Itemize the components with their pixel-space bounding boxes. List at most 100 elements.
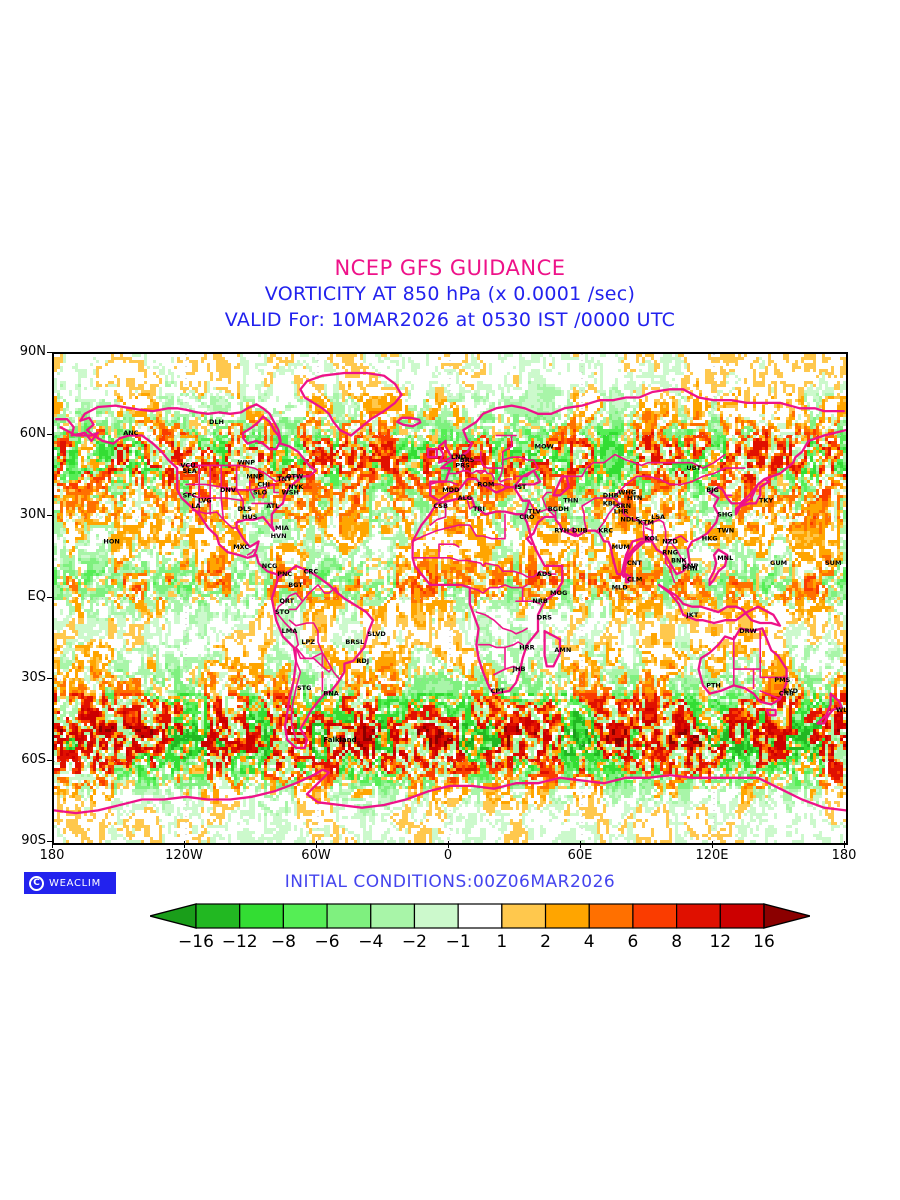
vorticity-cell: [636, 447, 639, 450]
vorticity-cell: [453, 468, 456, 471]
vorticity-cell: [123, 360, 126, 363]
vorticity-cell: [210, 399, 219, 402]
vorticity-cell: [531, 456, 537, 459]
vorticity-cell: [183, 465, 189, 468]
vorticity-cell: [825, 435, 834, 438]
vorticity-cell: [564, 414, 567, 417]
vorticity-cell: [81, 462, 84, 465]
vorticity-cell: [153, 399, 156, 402]
vorticity-cell: [603, 408, 606, 411]
vorticity-cell: [273, 468, 276, 471]
vorticity-cell: [603, 438, 609, 441]
vorticity-cell: [177, 375, 180, 378]
vorticity-cell: [450, 444, 453, 447]
vorticity-cell: [375, 447, 378, 450]
vorticity-cell: [264, 438, 267, 441]
vorticity-cell: [561, 357, 579, 360]
vorticity-cell: [312, 450, 315, 453]
vorticity-cell: [582, 468, 585, 471]
vorticity-cell: [474, 426, 477, 429]
vorticity-cell: [597, 390, 606, 393]
vorticity-cell: [360, 471, 363, 474]
vorticity-cell: [351, 453, 354, 456]
vorticity-cell: [273, 453, 276, 456]
vorticity-cell: [828, 441, 831, 444]
vorticity-cell: [600, 381, 603, 384]
vorticity-cell: [114, 432, 117, 435]
vorticity-cell: [384, 468, 390, 471]
vorticity-cell: [789, 426, 792, 429]
vorticity-cell: [150, 414, 156, 417]
vorticity-cell: [66, 405, 69, 408]
vorticity-cell: [156, 414, 159, 417]
vorticity-cell: [450, 435, 453, 438]
vorticity-cell: [195, 390, 198, 393]
vorticity-cell: [405, 381, 411, 384]
vorticity-cell: [702, 447, 705, 450]
vorticity-cell: [621, 414, 624, 417]
vorticity-cell: [699, 450, 702, 453]
vorticity-cell: [273, 366, 279, 369]
vorticity-cell: [537, 387, 555, 390]
vorticity-cell: [726, 438, 729, 441]
vorticity-cell: [588, 441, 591, 444]
vorticity-cell: [378, 462, 381, 465]
vorticity-cell: [546, 438, 549, 441]
vorticity-cell: [567, 426, 570, 429]
vorticity-cell: [561, 390, 564, 393]
vorticity-cell: [54, 399, 57, 402]
vorticity-cell: [825, 459, 828, 462]
vorticity-cell: [375, 450, 378, 453]
vorticity-cell: [105, 462, 108, 465]
vorticity-cell: [567, 429, 570, 432]
vorticity-cell: [726, 447, 729, 450]
vorticity-cell: [144, 474, 147, 477]
vorticity-cell: [417, 450, 420, 453]
vorticity-cell: [336, 375, 339, 378]
vorticity-cell: [753, 372, 756, 375]
vorticity-cell: [489, 405, 495, 408]
vorticity-cell: [246, 462, 255, 465]
vorticity-cell: [702, 459, 705, 462]
vorticity-cell: [726, 417, 729, 420]
vorticity-cell: [798, 465, 801, 468]
vorticity-cell: [600, 366, 603, 369]
vorticity-cell: [243, 399, 255, 402]
vorticity-cell: [243, 447, 246, 450]
vorticity-cell: [801, 435, 804, 438]
vorticity-cell: [642, 357, 645, 360]
vorticity-cell: [798, 435, 801, 438]
vorticity-cell: [567, 408, 573, 411]
vorticity-cell: [705, 432, 708, 435]
vorticity-cell: [723, 444, 726, 447]
vorticity-cell: [153, 360, 156, 363]
vorticity-cell: [300, 459, 306, 462]
vorticity-cell: [648, 471, 651, 474]
vorticity-cell: [546, 450, 549, 453]
vorticity-cell: [285, 450, 288, 453]
map-plot-area[interactable]: ANC DLH HON VCU SEA WNP MNP TNT OTW NYK CHI DNV SLO W…: [52, 352, 848, 845]
vorticity-cell: [237, 354, 240, 357]
vorticity-cell: [135, 456, 138, 459]
vorticity-cell: [585, 465, 588, 468]
vorticity-cell: [123, 456, 126, 459]
vorticity-cell: [525, 426, 528, 429]
vorticity-cell: [609, 432, 618, 435]
vorticity-cell: [612, 465, 624, 468]
vorticity-cell: [339, 384, 345, 387]
vorticity-cell: [216, 402, 228, 405]
vorticity-cell: [459, 459, 462, 462]
vorticity-cell: [270, 378, 273, 381]
vorticity-cell: [216, 438, 222, 441]
vorticity-cell: [720, 396, 723, 399]
vorticity-cell: [681, 426, 684, 429]
vorticity-cell: [807, 447, 810, 450]
vorticity-cell: [636, 357, 639, 360]
vorticity-cell: [408, 360, 414, 363]
vorticity-cell: [147, 366, 150, 369]
vorticity-cell: [375, 417, 378, 420]
vorticity-cell: [153, 426, 156, 429]
vorticity-cell: [300, 354, 309, 357]
vorticity-cell: [789, 393, 792, 396]
vorticity-cell: [801, 426, 804, 429]
